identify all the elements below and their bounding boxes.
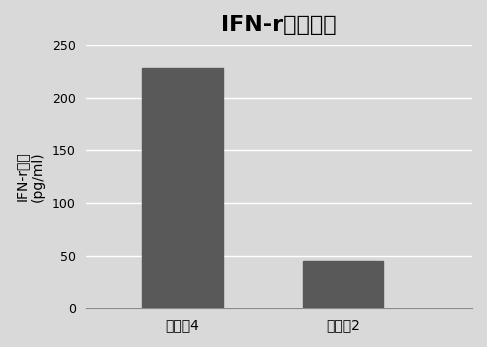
Y-axis label: IFN-r浓度
(pg/ml): IFN-r浓度 (pg/ml) bbox=[15, 151, 45, 202]
Bar bbox=[303, 261, 383, 308]
Title: IFN-r释放实验: IFN-r释放实验 bbox=[221, 15, 337, 35]
Bar bbox=[142, 68, 223, 308]
